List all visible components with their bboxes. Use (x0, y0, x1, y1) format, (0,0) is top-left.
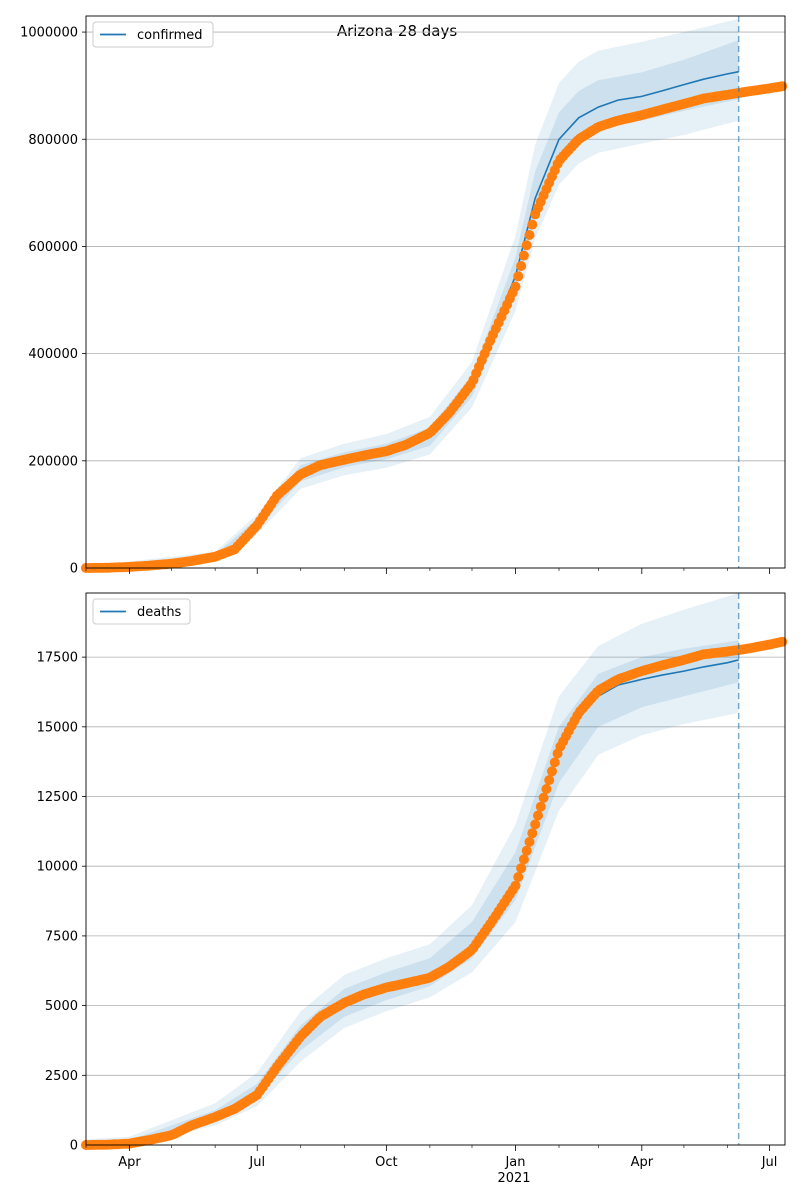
confirmed-panel: 0 200000 400000 600000 800000 1000000 confirme… (20, 15, 788, 577)
inner-interval-band (86, 40, 739, 569)
legend-label: confirmed (137, 28, 203, 43)
y-tick-label: 400000 (28, 347, 78, 362)
observed-point (549, 757, 560, 768)
outer-interval-band (86, 593, 739, 1145)
observed-point (524, 836, 535, 847)
inner-interval-band (86, 640, 739, 1145)
observed-point (533, 810, 543, 821)
observed-point (516, 261, 527, 271)
observed-point (541, 784, 552, 794)
observed-point (777, 81, 788, 92)
observed-points (81, 636, 788, 1150)
forecast-series-line (504, 70, 739, 301)
observed-point (513, 271, 524, 282)
observed-points (81, 81, 788, 573)
y-tick-label: 0 (70, 1139, 78, 1154)
y-tick-label: 7500 (45, 929, 78, 944)
observed-point (510, 281, 521, 292)
y-tick-label: 17500 (37, 651, 78, 666)
x-tick-label: Jul (761, 1155, 778, 1170)
observed-point (521, 845, 532, 856)
y-tick-label: 0 (70, 562, 78, 577)
observed-point (538, 792, 549, 803)
y-tick-label: 200000 (28, 454, 78, 469)
axes-frame (85, 15, 786, 569)
y-tick-label: 1000000 (20, 26, 78, 41)
observed-point (516, 863, 527, 874)
observed-point (547, 766, 557, 777)
x-tick-label: Oct (375, 1155, 397, 1170)
y-tick-label: 2500 (45, 1069, 78, 1084)
observed-point (524, 230, 535, 240)
deaths-panel: 0 2500 5000 7500 10000 12500 15000 17500 Apr Jul O… (37, 592, 788, 1170)
observed-point (544, 775, 555, 786)
observed-point (530, 819, 541, 830)
x-tick-label: Apr (118, 1155, 141, 1170)
observed-point (518, 854, 529, 865)
y-tick-label: 800000 (28, 133, 78, 148)
observed-point (521, 240, 532, 251)
y-tick-label: 600000 (28, 240, 78, 255)
axes-frame (85, 592, 786, 1146)
outer-interval-band (86, 18, 739, 568)
legend-box (92, 598, 191, 625)
x-year-label: 2021 (497, 1171, 530, 1186)
observed-point (513, 872, 524, 882)
legend: deaths (92, 598, 191, 625)
observed-point (510, 880, 521, 891)
chart-title: Arizona 28 days (337, 22, 458, 40)
legend: confirmed (92, 21, 214, 48)
observed-point (527, 219, 538, 230)
observed-point (518, 250, 529, 261)
x-tick-label: Jul (248, 1155, 265, 1170)
legend-box (92, 21, 214, 48)
y-tick-label: 10000 (37, 860, 78, 875)
observed-point (535, 801, 546, 812)
y-tick-label: 5000 (45, 999, 78, 1014)
observed-point (777, 636, 788, 647)
legend-label: deaths (137, 605, 182, 620)
y-tick-label: 15000 (37, 720, 78, 735)
x-tick-label: Jan (504, 1155, 525, 1170)
y-tick-label: 12500 (37, 790, 78, 805)
observed-point (527, 828, 538, 839)
x-tick-label: Apr (631, 1155, 654, 1170)
